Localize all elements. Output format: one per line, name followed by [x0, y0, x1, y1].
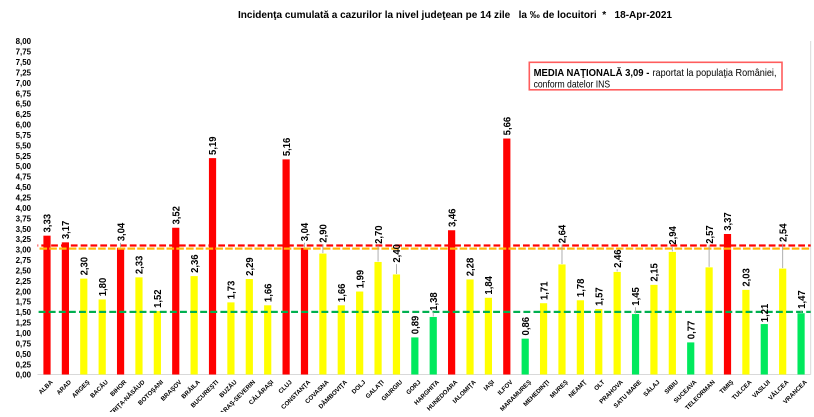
- svg-text:2,94: 2,94: [668, 226, 679, 245]
- svg-text:2,28: 2,28: [466, 257, 477, 276]
- svg-text:0,77: 0,77: [686, 320, 697, 339]
- svg-text:1,71: 1,71: [539, 281, 550, 300]
- svg-text:5,16: 5,16: [282, 137, 293, 156]
- svg-text:2,40: 2,40: [392, 244, 403, 263]
- svg-text:1,52: 1,52: [153, 289, 164, 308]
- svg-text:2,15: 2,15: [650, 263, 661, 282]
- svg-text:6,25: 6,25: [16, 109, 32, 119]
- svg-text:1,21: 1,21: [760, 303, 771, 322]
- svg-text:7,75: 7,75: [16, 47, 32, 57]
- svg-text:Incidenţa cumulată a cazurilor: Incidenţa cumulată a cazurilor la nivel …: [238, 9, 672, 21]
- svg-text:1,75: 1,75: [16, 297, 32, 307]
- svg-text:0,89: 0,89: [411, 315, 422, 334]
- svg-text:0,25: 0,25: [16, 359, 32, 369]
- svg-text:0,86: 0,86: [521, 317, 532, 336]
- svg-text:1,50: 1,50: [16, 307, 32, 317]
- svg-text:3,04: 3,04: [300, 222, 311, 241]
- svg-text:5,25: 5,25: [16, 151, 32, 161]
- svg-text:2,30: 2,30: [79, 257, 90, 276]
- svg-text:4,00: 4,00: [16, 203, 32, 213]
- svg-text:1,57: 1,57: [594, 287, 605, 306]
- svg-text:3,33: 3,33: [43, 214, 54, 233]
- svg-text:2,00: 2,00: [16, 286, 32, 296]
- svg-text:6,00: 6,00: [16, 120, 32, 130]
- svg-text:2,90: 2,90: [319, 224, 330, 243]
- svg-text:4,25: 4,25: [16, 193, 32, 203]
- svg-text:3,04: 3,04: [116, 222, 127, 241]
- svg-text:1,66: 1,66: [337, 283, 348, 302]
- svg-text:1,38: 1,38: [429, 292, 440, 311]
- svg-text:2,50: 2,50: [16, 266, 32, 276]
- svg-text:1,00: 1,00: [16, 328, 32, 338]
- svg-text:3,17: 3,17: [61, 220, 72, 239]
- svg-text:4,75: 4,75: [16, 172, 32, 182]
- svg-text:1,80: 1,80: [98, 277, 109, 296]
- svg-text:8,00: 8,00: [16, 36, 32, 46]
- svg-text:5,66: 5,66: [503, 117, 514, 136]
- svg-text:MEDIA NAŢIONALĂ 3,09 -: MEDIA NAŢIONALĂ 3,09 -: [534, 66, 650, 79]
- svg-text:0,75: 0,75: [16, 338, 32, 348]
- svg-text:1,99: 1,99: [355, 270, 366, 289]
- svg-text:1,78: 1,78: [576, 278, 587, 297]
- svg-text:1,66: 1,66: [263, 283, 274, 302]
- svg-text:3,00: 3,00: [16, 245, 32, 255]
- svg-text:2,25: 2,25: [16, 276, 32, 286]
- svg-text:7,50: 7,50: [16, 57, 32, 67]
- svg-text:3,46: 3,46: [447, 208, 458, 227]
- svg-text:3,52: 3,52: [171, 206, 182, 225]
- svg-text:2,64: 2,64: [558, 224, 569, 243]
- svg-text:7,25: 7,25: [16, 67, 32, 77]
- svg-text:5,19: 5,19: [208, 136, 219, 155]
- svg-text:5,50: 5,50: [16, 140, 32, 150]
- svg-text:2,75: 2,75: [16, 255, 32, 265]
- svg-text:2,57: 2,57: [705, 225, 716, 244]
- svg-text:7,00: 7,00: [16, 78, 32, 88]
- svg-text:raportat la populaţia României: raportat la populaţia României,: [653, 68, 777, 79]
- svg-text:2,46: 2,46: [613, 249, 624, 268]
- svg-text:3,50: 3,50: [16, 224, 32, 234]
- svg-text:2,36: 2,36: [190, 254, 201, 273]
- svg-text:2,03: 2,03: [742, 268, 753, 287]
- svg-text:3,75: 3,75: [16, 213, 32, 223]
- svg-text:5,00: 5,00: [16, 161, 32, 171]
- svg-text:1,45: 1,45: [631, 287, 642, 306]
- svg-text:3,37: 3,37: [723, 212, 734, 231]
- svg-text:6,75: 6,75: [16, 88, 32, 98]
- svg-text:2,70: 2,70: [374, 225, 385, 244]
- svg-text:4,50: 4,50: [16, 182, 32, 192]
- svg-text:6,50: 6,50: [16, 99, 32, 109]
- svg-text:2,33: 2,33: [135, 255, 146, 274]
- svg-text:1,47: 1,47: [797, 290, 808, 309]
- svg-text:2,29: 2,29: [245, 257, 256, 276]
- svg-text:3,25: 3,25: [16, 234, 32, 244]
- svg-text:2,54: 2,54: [778, 223, 789, 242]
- svg-text:5,75: 5,75: [16, 130, 32, 140]
- svg-text:0,00: 0,00: [16, 370, 32, 380]
- svg-text:1,73: 1,73: [227, 280, 238, 299]
- svg-text:1,84: 1,84: [484, 276, 495, 295]
- svg-text:0,50: 0,50: [16, 349, 32, 359]
- svg-text:conform datelor INS: conform datelor INS: [534, 79, 611, 90]
- svg-text:1,25: 1,25: [16, 318, 32, 328]
